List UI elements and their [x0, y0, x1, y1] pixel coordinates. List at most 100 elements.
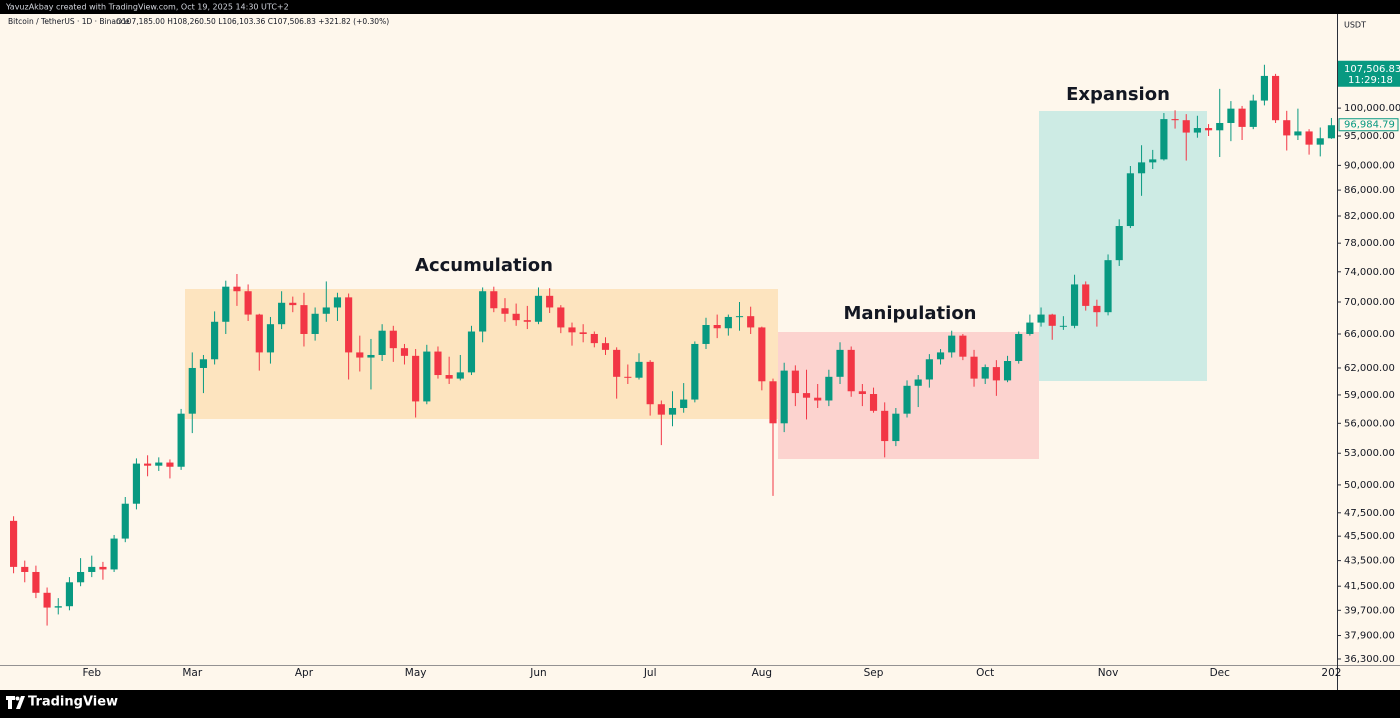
candle-body: [847, 349, 855, 392]
candle-body: [1115, 226, 1123, 261]
candle-body: [400, 348, 409, 356]
candle-body: [814, 397, 822, 401]
candle-body: [1327, 125, 1335, 139]
candle-body: [1026, 322, 1034, 334]
candle-body: [166, 462, 174, 467]
y-tick-label: 43,500.00: [1344, 556, 1395, 567]
candle-body: [981, 367, 989, 379]
candle-body: [311, 313, 319, 334]
top-bar: [0, 0, 1400, 14]
candle-body: [1104, 260, 1112, 313]
candle-body: [144, 463, 152, 466]
y-tick-label: 95,000.00: [1344, 131, 1395, 142]
y-tick-label: 66,000.00: [1344, 329, 1395, 340]
y-tick-label: 39,700.00: [1344, 605, 1395, 616]
candle-body: [1070, 284, 1079, 326]
candle-body: [356, 352, 364, 358]
candle-body: [1059, 325, 1067, 327]
candle-body: [121, 503, 129, 539]
candle-body: [568, 327, 576, 333]
candle-body: [702, 324, 710, 344]
x-tick-label: Aug: [752, 667, 773, 679]
candle-body: [445, 375, 453, 379]
candle-body: [54, 606, 62, 608]
candle-body: [345, 297, 353, 353]
x-tick-label: Jul: [643, 667, 657, 679]
logo-dot: [15, 696, 20, 701]
candle-body: [1294, 131, 1302, 136]
candle-body: [222, 286, 230, 322]
y-tick-label: 56,000.00: [1344, 418, 1395, 429]
x-tick-label: Apr: [295, 667, 314, 679]
candle-body: [992, 367, 1000, 381]
candle-body: [1272, 75, 1280, 121]
candle-body: [1003, 361, 1012, 381]
candle-body: [579, 332, 587, 334]
candle-body: [1249, 100, 1257, 127]
candle-body: [244, 291, 252, 315]
candle-body: [155, 462, 163, 466]
candle-body: [914, 379, 922, 386]
candle-body: [188, 367, 196, 414]
candle-body: [836, 349, 844, 377]
y-tick-label: 53,000.00: [1344, 448, 1395, 459]
candle-body: [99, 566, 107, 570]
footer: [0, 690, 1400, 718]
candle-body: [1316, 138, 1324, 145]
candle-body: [668, 407, 677, 415]
candle-body: [1227, 108, 1235, 123]
candle-body: [534, 295, 543, 322]
candle-body: [613, 349, 621, 377]
candle-body: [635, 361, 643, 378]
x-tick-label: May: [405, 667, 427, 679]
candle-body: [490, 291, 498, 309]
x-tick-label: Mar: [182, 667, 202, 679]
axis-labels: 36,300.00 37,900.00 39,700.00 41,500.00 43,5…: [82, 60, 1400, 679]
candle-body: [858, 391, 866, 395]
candle-body: [266, 324, 275, 353]
candle-body: [77, 571, 85, 583]
candle-body: [512, 313, 520, 321]
candle-body: [456, 372, 464, 379]
y-tick-label: 47,500.00: [1344, 508, 1395, 519]
candle-body: [713, 324, 721, 329]
candle-body: [601, 343, 610, 350]
candle-body: [523, 320, 531, 322]
candle-body: [289, 302, 297, 306]
candle-body: [970, 356, 978, 379]
y-tick-label: 70,000.00: [1344, 297, 1395, 308]
candle-body: [255, 314, 263, 353]
marked-price-box: [1338, 118, 1399, 132]
candle-body: [892, 413, 900, 442]
x-tick-label: Oct: [976, 667, 994, 679]
y-tick-label: 37,900.00: [1344, 631, 1395, 642]
y-tick-label: 50,000.00: [1344, 480, 1395, 491]
y-tick-label: 74,000.00: [1344, 267, 1395, 278]
last-price-label: 107,506.83: [1344, 64, 1400, 75]
candle-body: [1204, 128, 1213, 131]
candle-body: [199, 359, 208, 368]
candle-body: [1171, 119, 1179, 121]
y-tick-label: 100,000.00: [1344, 103, 1400, 114]
expansion-zone: [1039, 111, 1207, 381]
candle-body: [546, 295, 554, 308]
candle-body: [278, 302, 286, 325]
y-tick-label: 45,500.00: [1344, 531, 1395, 542]
candle-body: [780, 370, 788, 424]
candle-body: [110, 538, 118, 570]
last-price-box: [1338, 60, 1400, 87]
x-tick-label: Nov: [1098, 667, 1119, 679]
x-tick-label: Dec: [1210, 667, 1231, 679]
candle-body: [1193, 128, 1201, 133]
candle-body: [423, 351, 431, 402]
candle-body: [869, 394, 878, 411]
x-tick-label: Sep: [864, 667, 884, 679]
candle-body: [959, 335, 967, 357]
candle-body: [881, 410, 889, 442]
candle-body: [32, 571, 40, 593]
y-tick-label: 41,500.00: [1344, 581, 1395, 592]
candle-body: [724, 316, 732, 329]
logo-mark: [6, 696, 25, 709]
annotation: Manipulation: [843, 303, 976, 324]
